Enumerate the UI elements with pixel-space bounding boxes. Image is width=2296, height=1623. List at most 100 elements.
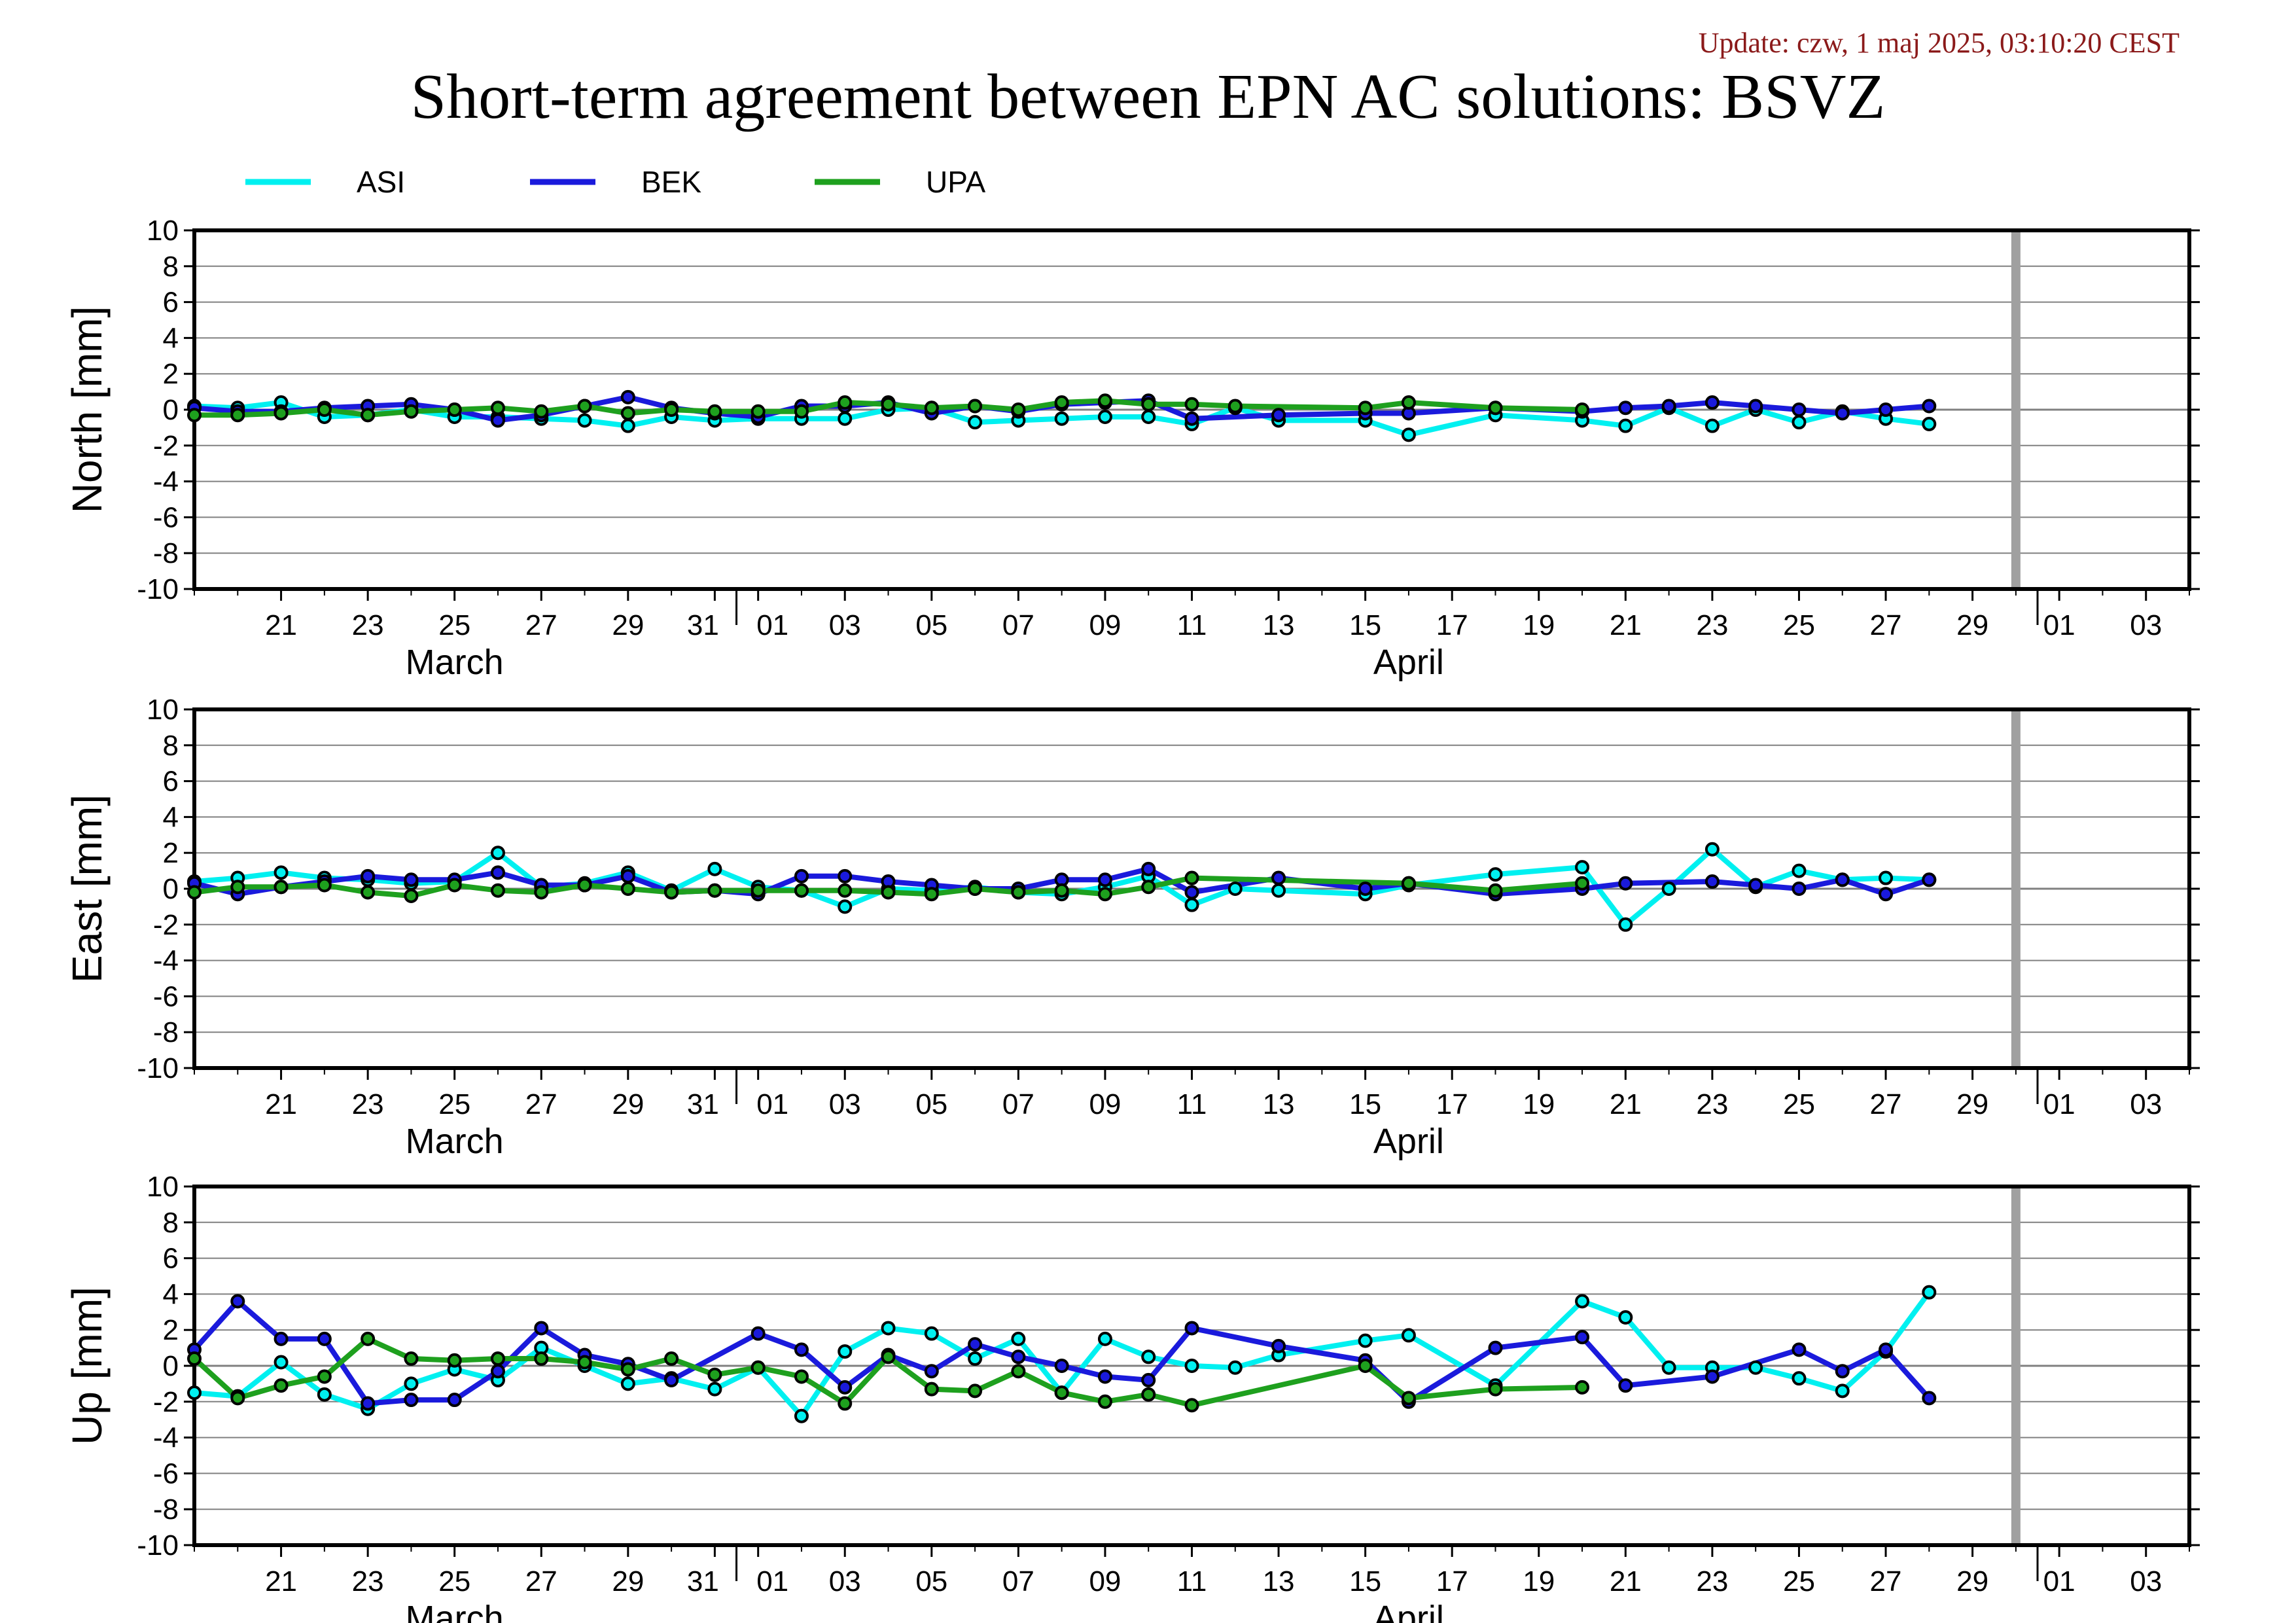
data-point-bek <box>1922 1391 1937 1406</box>
data-point-upa <box>838 883 853 898</box>
data-point-asi <box>1618 1310 1633 1325</box>
data-point-upa <box>447 1353 462 1368</box>
data-point-bek <box>1097 872 1112 887</box>
today-marker <box>2011 1186 2021 1545</box>
data-point-bek <box>404 872 419 887</box>
data-point-upa <box>404 888 419 903</box>
x-tick-label: 29 <box>612 1565 644 1597</box>
x-tick-label: 21 <box>1610 1565 1642 1597</box>
data-point-asi <box>707 861 722 876</box>
data-point-asi <box>924 1326 939 1341</box>
y-tick-label: -6 <box>153 501 179 533</box>
x-tick-label: 09 <box>1089 1565 1121 1597</box>
data-point-bek <box>620 389 635 404</box>
x-tick-label: 29 <box>1956 1088 1988 1120</box>
data-point-asi <box>1271 883 1286 898</box>
data-point-upa <box>230 1391 245 1406</box>
data-point-bek <box>1488 1340 1503 1355</box>
data-point-upa <box>620 1362 635 1377</box>
x-tick-label: 27 <box>1870 1565 1902 1597</box>
data-point-upa <box>361 1331 376 1346</box>
data-point-bek <box>1618 401 1633 416</box>
data-point-bek <box>1835 406 1850 421</box>
data-point-bek <box>490 1364 505 1379</box>
data-point-asi <box>838 1344 853 1359</box>
y-tick-label: -4 <box>153 1422 179 1454</box>
data-point-upa <box>794 404 809 419</box>
data-point-bek <box>1879 1342 1894 1357</box>
y-tick-label: 0 <box>163 394 179 426</box>
x-tick-label: 23 <box>1696 609 1728 641</box>
data-point-upa <box>490 1351 505 1366</box>
x-tick-label: 01 <box>756 609 788 641</box>
x-tick-label: 19 <box>1523 1088 1555 1120</box>
x-tick-label: 13 <box>1263 1088 1295 1120</box>
x-tick-label: 29 <box>612 609 644 641</box>
data-point-asi <box>1748 1360 1763 1375</box>
data-point-asi <box>838 411 853 426</box>
y-tick-label: 4 <box>163 1278 179 1310</box>
data-point-asi <box>838 899 853 914</box>
data-point-asi <box>1488 867 1503 882</box>
data-point-asi <box>620 418 635 433</box>
data-point-upa <box>664 885 679 900</box>
x-tick-label: 11 <box>1177 609 1207 641</box>
data-point-bek <box>361 868 376 883</box>
data-point-bek <box>664 1372 679 1387</box>
data-point-bek <box>1792 882 1807 896</box>
data-point-asi <box>968 415 983 430</box>
data-point-bek <box>751 1326 766 1341</box>
page-title: Short-term agreement between EPN AC solu… <box>410 62 1886 132</box>
data-point-asi <box>1618 418 1633 433</box>
data-point-asi <box>620 1376 635 1391</box>
data-point-asi <box>1184 1359 1199 1373</box>
data-point-upa <box>1488 1382 1503 1397</box>
x-tick-label: 23 <box>352 609 384 641</box>
data-point-bek <box>1835 872 1850 887</box>
y-tick-label: -6 <box>153 1457 179 1489</box>
x-tick-label: 21 <box>1610 1088 1642 1120</box>
x-tick-label: 19 <box>1523 609 1555 641</box>
data-point-bek <box>1879 887 1894 902</box>
y-tick-label: 2 <box>163 358 179 390</box>
data-point-upa <box>664 402 679 417</box>
data-point-upa <box>620 882 635 896</box>
data-point-upa <box>707 404 722 419</box>
data-point-bek <box>1054 1359 1069 1373</box>
x-tick-label: 27 <box>525 609 557 641</box>
y-tick-label: -10 <box>137 1529 179 1561</box>
data-point-upa <box>664 1351 679 1366</box>
data-point-asi <box>1704 418 1720 433</box>
data-point-asi <box>1141 409 1156 424</box>
data-point-upa <box>361 885 376 900</box>
data-point-bek <box>404 1393 419 1408</box>
data-point-asi <box>577 413 592 428</box>
data-point-upa <box>1141 880 1156 895</box>
x-tick-label: 09 <box>1089 1088 1121 1120</box>
data-point-bek <box>361 1396 376 1411</box>
x-tick-label: 03 <box>829 609 861 641</box>
data-point-bek <box>1141 1372 1156 1387</box>
data-point-upa <box>1141 1387 1156 1402</box>
data-point-bek <box>1835 1364 1850 1379</box>
x-tick-label: 11 <box>1177 1088 1207 1120</box>
y-tick-label: -2 <box>153 909 179 941</box>
data-point-asi <box>1141 1349 1156 1364</box>
data-point-bek <box>794 1342 809 1357</box>
x-tick-label: 25 <box>1783 609 1815 641</box>
data-point-upa <box>1184 1398 1199 1413</box>
data-point-upa <box>1184 397 1199 412</box>
data-point-bek <box>1618 876 1633 891</box>
x-tick-label: 23 <box>1696 1565 1728 1597</box>
x-tick-label: 21 <box>265 609 297 641</box>
x-tick-label: 09 <box>1089 609 1121 641</box>
data-point-upa <box>881 885 896 900</box>
data-point-upa <box>1141 397 1156 412</box>
data-point-upa <box>361 408 376 423</box>
data-point-asi <box>1227 882 1243 896</box>
data-point-asi <box>1704 842 1720 857</box>
y-tick-label: 2 <box>163 1314 179 1346</box>
y-tick-label: 8 <box>163 251 179 283</box>
x-tick-label: 01 <box>756 1565 788 1597</box>
data-point-asi <box>317 1387 332 1402</box>
